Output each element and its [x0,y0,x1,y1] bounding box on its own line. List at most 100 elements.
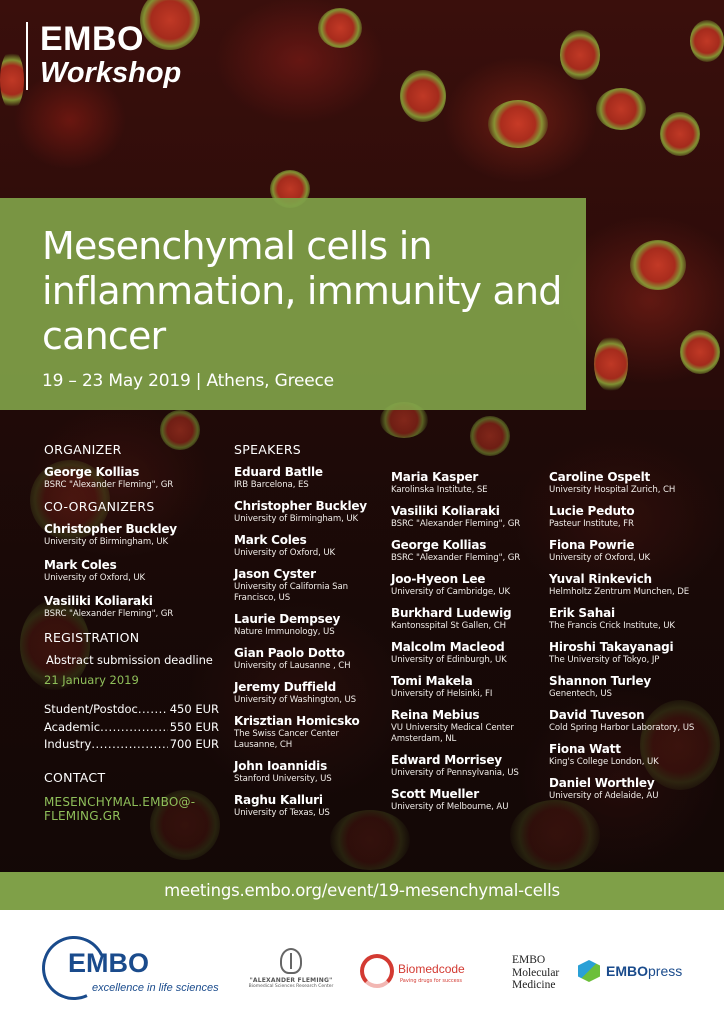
fee-label: Student/Postdoc [44,702,138,716]
biomedcode-tagline: Paving drugs for success [400,978,462,984]
speaker-affiliation: Genentech, US [549,689,612,699]
speaker-entry: George Kollias BSRC "Alexander Fleming", … [391,538,541,564]
emm-line: Molecular [512,966,560,979]
biomedcode-logo[interactable]: Biomedcode Paving drugs for success [360,954,480,994]
deadline-date: 21 January 2019 [44,673,139,687]
speaker-affiliation: Stanford University, US [234,774,332,784]
speaker-name: Jeremy Duffield [234,680,337,694]
speaker-entry: Yuval Rinkevich Helmholtz Zentrum Munchen… [549,572,719,598]
embopress-cube-icon [578,960,600,982]
speaker-affiliation: Karolinska Institute, SE [391,485,488,495]
speakers-column-2: Maria Kasper Karolinska Institute, SE Vasi… [391,470,541,821]
brand-embo: EMBO [40,20,144,58]
speaker-name: John Ioannidis [234,759,328,773]
speakers-column-1: SPEAKERS Eduard Batlle IRB Barcelona, ES C… [234,442,384,827]
emm-line: EMBO [512,954,546,966]
embo-logo[interactable]: EMBO excellence in life sciences [32,926,232,1010]
speaker-entry: Gian Paolo Dotto University of Lausanne ,… [234,646,384,672]
speaker-affiliation: University of Helsinki, FI [391,689,493,699]
person-affiliation: BSRC "Alexander Fleming", GR [44,609,174,619]
speaker-name: Eduard Batlle [234,465,323,479]
speaker-name: Raghu Kalluri [234,793,323,807]
speaker-entry: Jeremy Duffield University of Washington,… [234,680,384,706]
speaker-affiliation: University Hospital Zurich, CH [549,485,676,495]
embopress-word: EMBOpress [606,963,683,979]
person-name: Vasiliki Koliaraki [44,594,153,608]
embo-logo-tagline: excellence in life sciences [92,982,219,994]
speaker-affiliation: Nature Immunology, US [234,627,335,637]
person-affiliation: University of Birmingham, UK [44,537,169,547]
speaker-name: Gian Paolo Dotto [234,646,345,660]
co-organizers-heading: CO-ORGANIZERS [44,499,155,514]
speaker-entry: Christopher Buckley University of Birming… [234,499,384,525]
speaker-affiliation: VU University Medical Center Amsterdam, … [391,723,514,744]
fee-row: Academic ...............................… [44,719,219,737]
speaker-affiliation: University of Texas, US [234,808,330,818]
speakers-column-3: Caroline Ospelt University Hospital Zuric… [549,470,719,810]
speaker-name: Joo-Hyeon Lee [391,572,486,586]
speaker-entry: David Tuveson Cold Spring Harbor Laborato… [549,708,719,734]
speaker-affiliation: University of Oxford, UK [234,548,336,558]
speaker-name: Daniel Worthley [549,776,655,790]
person-entry: Christopher Buckley University of Birmin… [44,522,219,548]
contact-heading: CONTACT [44,769,106,785]
person-name: Christopher Buckley [44,522,177,536]
speaker-affiliation: University of Birmingham, UK [234,514,359,524]
fleming-logo[interactable]: "ALEXANDER FLEMING" Biomedical Sciences … [248,948,334,1004]
speaker-entry: Hiroshi Takayanagi The University of Toky… [549,640,719,666]
sponsor-logos: EMBO excellence in life sciences "ALEXAN… [0,910,724,1024]
speaker-entry: Fiona Watt King's College London, UK [549,742,719,768]
speaker-entry: Edward Morrisey University of Pennsylvani… [391,753,541,779]
speaker-affiliation: IRB Barcelona, ES [234,480,309,490]
speakers-heading: SPEAKERS [234,442,302,457]
person-entry: Vasiliki Koliaraki BSRC "Alexander Flemi… [44,594,219,620]
embo-molecular-medicine-logo[interactable]: EMBO Molecular Medicine [512,954,582,992]
speaker-affiliation: Pasteur Institute, FR [549,519,634,529]
speaker-affiliation: The Swiss Cancer Center Lausanne, CH [234,729,339,750]
speaker-entry: Reina Mebius VU University Medical Center… [391,708,541,745]
title-band: Mesenchymal cells in inflammation, immun… [0,198,586,410]
speaker-name: Yuval Rinkevich [549,572,652,586]
speaker-affiliation: The Francis Crick Institute, UK [549,621,675,631]
emm-line: Medicine [512,979,556,991]
speaker-entry: Maria Kasper Karolinska Institute, SE [391,470,541,496]
brand-workshop: Workshop [40,57,182,89]
speaker-name: Fiona Powrie [549,538,635,552]
speaker-entry: Joo-Hyeon Lee University of Cambridge, UK [391,572,541,598]
speaker-name: George Kollias [391,538,487,552]
contact-email-link[interactable]: MESENCHYMAL.EMBO@-FLEMING.GR [44,794,196,823]
fee-list: Student/Postdoc ........................… [44,701,219,754]
speaker-entry: Jason Cyster University of California San… [234,567,384,604]
speaker-affiliation: BSRC "Alexander Fleming", GR [391,553,521,563]
registration-heading: REGISTRATION [44,630,140,645]
event-url-link[interactable]: meetings.embo.org/event/19-mesenchymal-c… [0,872,724,910]
speaker-entry: Tomi Makela University of Helsinki, FI [391,674,541,700]
speaker-affiliation: University of Adelaide, AU [549,791,659,801]
speaker-entry: Laurie Dempsey Nature Immunology, US [234,612,384,638]
speaker-affiliation: University of Lausanne , CH [234,661,351,671]
deadline-label: Abstract submission deadline [46,653,213,667]
speaker-affiliation: University of Melbourne, AU [391,802,509,812]
speaker-entry: Krisztian Homicsko The Swiss Cancer Cente… [234,714,384,751]
speaker-name: Vasiliki Koliaraki [391,504,500,518]
embo-workshop-brand: EMBO Workshop [26,22,181,90]
speaker-name: Caroline Ospelt [549,470,651,484]
fee-value: 550 EUR [169,719,219,734]
speaker-entry: Eduard Batlle IRB Barcelona, ES [234,465,384,491]
speaker-name: David Tuveson [549,708,645,722]
organizer-heading: ORGANIZER [44,442,122,457]
speaker-name: Burkhard Ludewig [391,606,512,620]
person-affiliation: BSRC "Alexander Fleming", GR [44,480,174,490]
person-name: Mark Coles [44,558,117,572]
person-entry: George Kollias BSRC "Alexander Fleming",… [44,465,219,491]
embopress-logo[interactable]: EMBOpress [578,960,698,986]
speaker-entry: Daniel Worthley University of Adelaide, A… [549,776,719,802]
speaker-affiliation: Cold Spring Harbor Laboratory, US [549,723,695,733]
speaker-entry: Malcolm Macleod University of Edinburgh, … [391,640,541,666]
speaker-entry: Mark Coles University of Oxford, UK [234,533,384,559]
speaker-entry: Lucie Peduto Pasteur Institute, FR [549,504,719,530]
speaker-name: Mark Coles [234,533,307,547]
speaker-entry: Caroline Ospelt University Hospital Zuric… [549,470,719,496]
speaker-name: Laurie Dempsey [234,612,341,626]
fleming-emblem-icon [280,948,302,974]
